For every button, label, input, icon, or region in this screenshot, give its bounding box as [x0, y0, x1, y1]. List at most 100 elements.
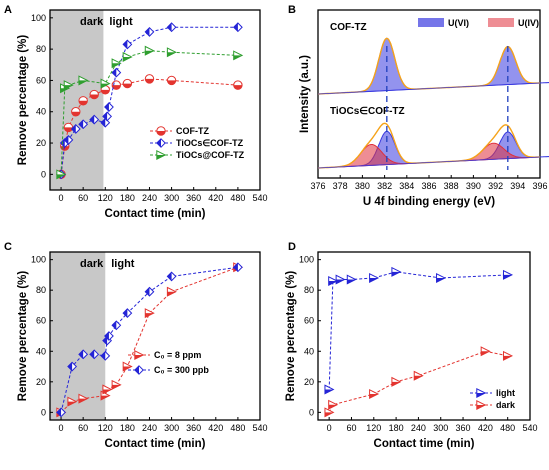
x-tick-label: 376 [310, 181, 325, 191]
x-tick-label: 420 [208, 423, 223, 433]
x-tick-label: 540 [252, 193, 267, 203]
data-point-fill [347, 279, 356, 284]
data-point-fill [167, 291, 176, 296]
data-point-fill [71, 111, 80, 116]
data-point-fill [64, 135, 69, 145]
data-point-fill [436, 277, 445, 283]
chart-a: dark light 0 60 120 180 240 300 360 420 480 540 0 20 4… [17, 9, 268, 220]
data-point-fill [233, 55, 243, 60]
x-tick-label: 396 [532, 181, 547, 191]
data-point-fill [145, 27, 150, 37]
xps-baseline-1 [317, 156, 541, 169]
x-tick-label: 378 [333, 181, 348, 191]
x-tick-label: 60 [346, 423, 356, 433]
x-tick-label: 540 [252, 423, 267, 433]
data-point-fill [369, 277, 378, 283]
data-point-fill [481, 351, 490, 356]
data-point-fill [78, 120, 84, 129]
x-tick-label: 60 [78, 423, 88, 433]
legend-marker-fill [134, 365, 139, 375]
data-point-fill [56, 408, 62, 417]
legend-swatch-u4 [488, 18, 514, 27]
y-tick-label: 40 [36, 107, 46, 117]
x-tick-label: 240 [142, 193, 157, 203]
data-point-fill [112, 384, 121, 390]
panel-label-a: A [4, 4, 12, 16]
data-point-fill [112, 68, 117, 77]
y-tick-label: 0 [41, 407, 46, 417]
data-point-fill [90, 115, 95, 124]
y-axis-label: Remove percentage (%) [17, 271, 29, 402]
y-tick-label: 80 [304, 285, 314, 295]
data-point-fill [60, 88, 69, 93]
y-tick-label: 80 [36, 285, 46, 295]
x-tick-label: 0 [59, 423, 64, 433]
data-point-fill [78, 80, 88, 85]
data-point-fill [123, 56, 132, 62]
data-point-fill [104, 102, 109, 112]
plot-frame [317, 251, 531, 421]
data-point-fill [90, 350, 95, 359]
panel-label-c: C [4, 241, 12, 253]
x-tick-label: 360 [186, 423, 201, 433]
x-tick-label: 480 [230, 423, 245, 433]
data-point-fill [145, 313, 154, 318]
data-point-fill [101, 351, 106, 361]
data-point-fill [167, 272, 172, 281]
legend-marker-fill [156, 131, 166, 136]
chart-d: 0 60 120 180 240 300 360 420 480 540 0 20 40 60 80 100 C… [285, 251, 538, 450]
data-point-fill [71, 124, 76, 134]
x-tick-label: 480 [230, 193, 245, 203]
dark-label: dark [80, 258, 104, 270]
x-tick-label: 180 [120, 193, 135, 203]
data-point-fill [391, 271, 401, 277]
x-axis-label: Contact time (min) [105, 208, 206, 220]
data-point-fill [145, 78, 154, 84]
data-point-fill [167, 23, 172, 32]
legend-marker-fill [156, 155, 166, 160]
y-tick-label: 100 [299, 255, 314, 265]
legend-label: U(IV) [518, 18, 539, 28]
data-point-fill [324, 389, 334, 394]
legend-label: U(VI) [448, 18, 469, 28]
x-tick-label: 180 [389, 423, 404, 433]
x-tick-label: 420 [208, 193, 223, 203]
x-tick-label: 420 [478, 423, 493, 433]
legend-label: C₀ = 300 ppb [154, 365, 209, 375]
legend-marker-fill [156, 138, 161, 148]
spectrum-label-top: COF-TZ [330, 22, 367, 33]
plot-frame [49, 251, 261, 421]
light-label: light [111, 258, 135, 270]
data-point-fill [112, 321, 117, 330]
y-tick-label: 100 [31, 255, 46, 265]
x-tick-label: 240 [142, 423, 157, 433]
data-point-fill [56, 174, 66, 179]
data-point-fill [102, 389, 112, 394]
data-point-fill [336, 279, 345, 284]
y-tick-label: 100 [31, 13, 46, 23]
data-point-fill [503, 355, 512, 361]
x-tick-label: 0 [59, 193, 64, 203]
data-point-fill [123, 366, 132, 371]
data-point-fill [123, 40, 128, 49]
x-tick-label: 300 [433, 423, 448, 433]
data-point-fill [78, 398, 88, 403]
y-tick-label: 0 [41, 169, 46, 179]
data-point-fill [145, 287, 150, 296]
x-tick-label: 390 [466, 181, 481, 191]
y-tick-label: 60 [304, 316, 314, 326]
dark-region [50, 10, 104, 190]
series-line-0 [328, 271, 508, 390]
x-axis-label: U 4f binding energy (eV) [363, 196, 495, 208]
data-point-fill [112, 63, 121, 68]
y-tick-label: 80 [36, 44, 46, 54]
xps-baseline-0 [317, 82, 541, 95]
data-point-fill [101, 89, 110, 95]
x-tick-label: 180 [120, 423, 135, 433]
y-tick-label: 40 [304, 346, 314, 356]
xps-component-0-1 [463, 46, 549, 88]
x-tick-label: 60 [78, 193, 88, 203]
x-tick-label: 360 [186, 193, 201, 203]
legend-swatch-u6 [418, 18, 444, 27]
